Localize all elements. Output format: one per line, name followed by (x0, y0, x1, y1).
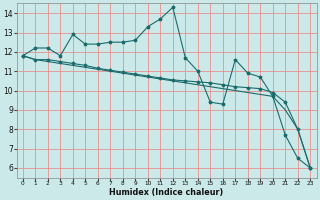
X-axis label: Humidex (Indice chaleur): Humidex (Indice chaleur) (109, 188, 224, 197)
